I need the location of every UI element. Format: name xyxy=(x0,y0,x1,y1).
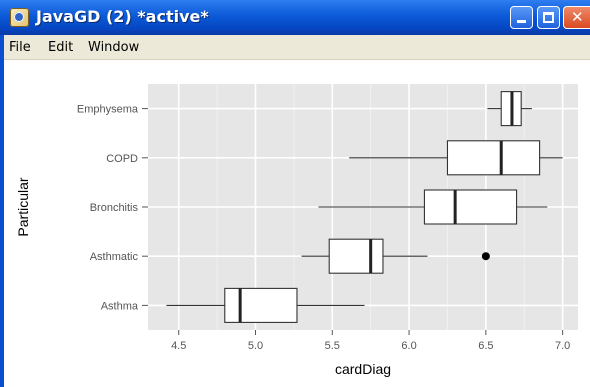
close-button[interactable]: ✕ xyxy=(563,6,590,29)
menu-bar: File Edit Window xyxy=(0,35,590,60)
maximize-button[interactable] xyxy=(537,6,560,29)
y-tick-label: Asthma xyxy=(101,300,139,312)
menu-window[interactable]: Window xyxy=(88,40,140,55)
java-icon[interactable] xyxy=(10,8,29,27)
menu-edit[interactable]: Edit xyxy=(48,40,74,55)
window-title: JavaGD (2) *active* xyxy=(36,7,209,26)
y-tick-label: Emphysema xyxy=(77,104,139,116)
y-tick-label: COPD xyxy=(106,153,138,165)
plot-area: Asthma Asthmatic Bronchitis COPD Emphysema 4.… xyxy=(0,60,590,387)
outlier-point xyxy=(481,252,490,261)
x-tick-label: 7.0 xyxy=(555,340,570,352)
box-asthmatic xyxy=(328,238,384,274)
menu-file[interactable]: File xyxy=(9,40,31,55)
x-tick-label: 6.5 xyxy=(478,340,493,352)
y-tick-label: Asthmatic xyxy=(90,251,139,263)
x-tick-label: 5.0 xyxy=(248,340,263,352)
box-asthma xyxy=(224,287,298,323)
x-axis-title: cardDiag xyxy=(335,361,391,377)
box-copd xyxy=(446,140,541,176)
x-tick-label: 4.5 xyxy=(171,340,186,352)
title-bar[interactable]: JavaGD (2) *active* ✕ xyxy=(0,0,590,35)
maximize-icon xyxy=(543,12,554,23)
minimize-button[interactable] xyxy=(510,6,533,29)
window-frame-left xyxy=(0,35,4,387)
y-axis-title: Particular xyxy=(15,177,31,236)
box-bronchitis xyxy=(423,189,518,225)
x-tick-label: 5.5 xyxy=(325,340,340,352)
close-icon: ✕ xyxy=(571,8,584,26)
boxplot-chart: Asthma Asthmatic Bronchitis COPD Emphysema 4.… xyxy=(15,84,578,377)
x-tick-label: 6.0 xyxy=(401,340,416,352)
y-tick-label: Bronchitis xyxy=(90,202,139,214)
minimize-icon xyxy=(517,20,526,23)
